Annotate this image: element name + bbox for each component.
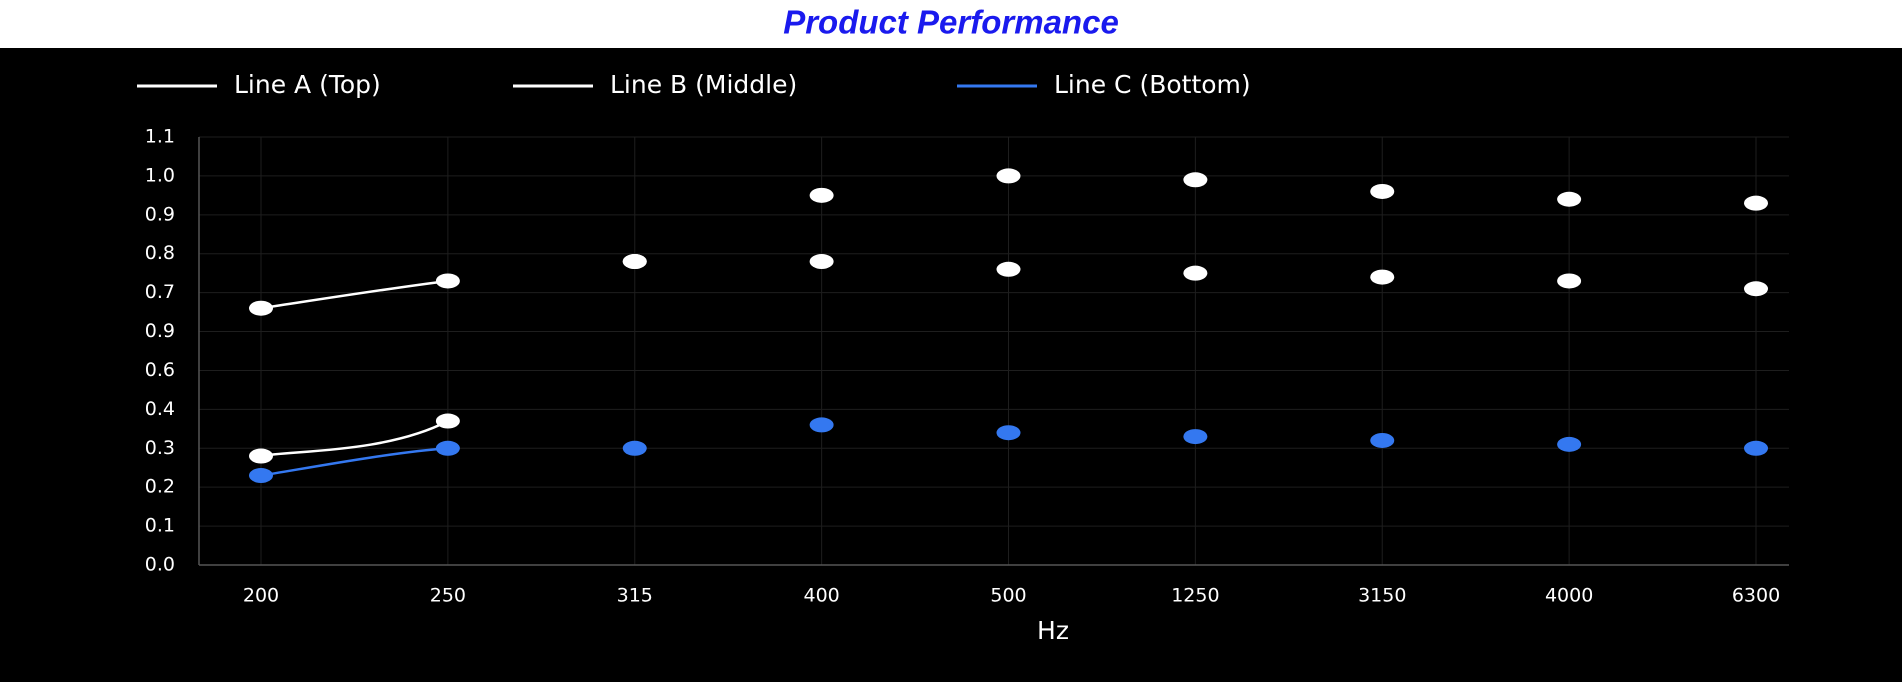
data-point [249,468,273,484]
x-tick-label: 1250 [1171,585,1219,607]
data-point [1557,191,1582,207]
data-point [1370,183,1395,199]
x-axis-label: Hz [1037,616,1069,645]
data-point [1183,172,1208,188]
data-point [622,440,647,456]
x-tick-label: 6300 [1732,585,1780,607]
y-tick-label: 0.4 [145,398,175,420]
x-tick-label: 200 [243,585,279,607]
legend-label: Line C (Bottom) [1054,70,1251,99]
y-tick-label: 0.6 [145,359,175,381]
x-tick-label: 3150 [1358,585,1406,607]
data-point [809,187,834,203]
data-point [809,417,834,433]
data-point [996,168,1021,184]
y-tick-label: 1.0 [145,164,175,186]
data-point [996,261,1021,277]
data-point [249,448,273,464]
y-tick-label: 0.9 [145,320,175,342]
y-tick-label: 0.0 [145,554,175,576]
x-tick-label: 250 [430,585,466,607]
plot-background [0,48,1902,682]
data-point [1744,440,1768,456]
series-line [260,419,449,458]
data-point [622,254,647,270]
y-tick-label: 0.7 [145,281,175,303]
series-line [260,279,449,310]
y-tick-label: 0.3 [145,437,175,459]
x-tick-label: 315 [617,585,653,607]
x-tick-label: 500 [990,585,1026,607]
data-point [1370,432,1395,448]
legend-label: Line A (Top) [234,70,381,99]
title-band [0,0,1902,48]
data-point [996,425,1021,441]
y-tick-label: 0.8 [145,242,175,264]
data-point [1183,265,1208,281]
data-point [1744,195,1768,211]
y-tick-label: 0.1 [145,515,175,537]
data-point [435,413,460,429]
series-line [260,447,448,477]
data-point [435,440,460,456]
y-tick-label: 0.9 [145,203,175,225]
data-point [1370,269,1395,285]
x-tick-label: 400 [803,585,839,607]
data-point [1744,281,1768,297]
data-point [249,300,273,316]
data-point [809,254,834,270]
data-point [1183,429,1208,445]
data-point [1557,436,1582,452]
chart-title: Product Performance [783,4,1119,41]
x-tick-label: 4000 [1545,585,1593,607]
legend-label: Line B (Middle) [610,70,797,99]
y-tick-label: 0.2 [145,476,175,498]
data-point [435,273,460,289]
data-point [1557,273,1582,289]
y-tick-label: 1.1 [145,126,175,148]
